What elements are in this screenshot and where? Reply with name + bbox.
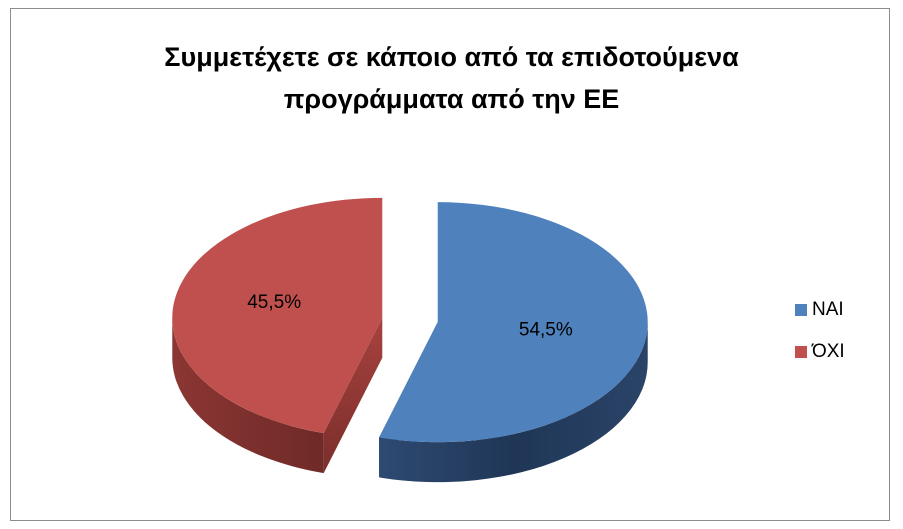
chart-title: Συμμετέχετε σε κάποιο από τα επιδοτούμεν… bbox=[0, 36, 903, 120]
data-label-nai: 54,5% bbox=[519, 319, 573, 340]
chart-title-line-2: προγράμματα από την ΕΕ bbox=[283, 84, 620, 114]
legend-swatch-nai bbox=[795, 303, 807, 316]
legend-label-nai: ΝΑΙ bbox=[812, 298, 844, 320]
chart-title-line-1: Συμμετέχετε σε κάποιο από τα επιδοτούμεν… bbox=[164, 42, 739, 72]
legend-item-oxi: ΌΧΙ bbox=[795, 340, 845, 363]
legend-label-oxi: ΌΧΙ bbox=[812, 340, 845, 362]
legend-swatch-oxi bbox=[795, 345, 807, 358]
pie-slice-oxi: 45,5% bbox=[172, 197, 383, 474]
legend: ΝΑΙ ΌΧΙ bbox=[795, 298, 845, 382]
pie-slice-nai: 54,5% bbox=[379, 202, 648, 483]
legend-item-nai: ΝΑΙ bbox=[795, 298, 845, 321]
data-label-oxi: 45,5% bbox=[247, 292, 301, 313]
